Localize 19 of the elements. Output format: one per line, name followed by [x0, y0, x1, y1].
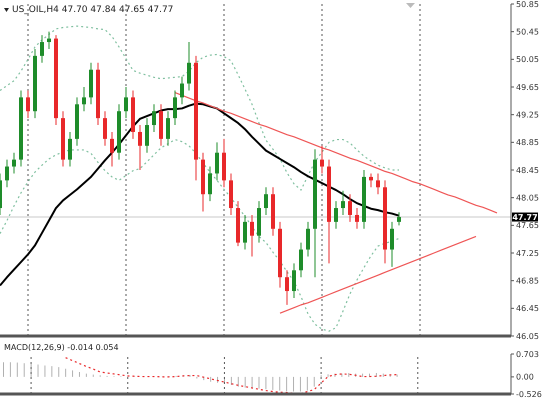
y-tick-label: 50.45: [516, 28, 539, 37]
y-tick-label: 46.45: [516, 304, 539, 314]
y-tick-label: 50.85: [516, 0, 539, 9]
y-tick-label: 47.25: [516, 248, 539, 258]
y-tick-label: 0.703: [516, 350, 539, 359]
y-tick-label: 49.65: [516, 82, 539, 92]
y-tick-label: 47.65: [516, 221, 539, 230]
y-tick-label: 46.05: [516, 332, 539, 341]
chart-title: US_OIL,H4 47.70 47.84 47.65 47.77: [12, 5, 174, 15]
y-tick-label: 50.05: [516, 55, 539, 64]
y-tick-label: 49.25: [516, 110, 539, 120]
y-tick-label: 48.05: [516, 194, 539, 203]
y-tick-label: 46.85: [516, 276, 539, 286]
y-tick-label: 0.00: [516, 372, 534, 382]
y-tick-label: -0.526: [516, 390, 542, 399]
y-tick-label: 48.85: [516, 138, 539, 148]
ref-line-label: 47.77: [512, 213, 538, 222]
chart-title: MACD(12,26,9) -0.014 0.054: [4, 343, 119, 352]
y-tick-label: 48.45: [516, 166, 539, 175]
